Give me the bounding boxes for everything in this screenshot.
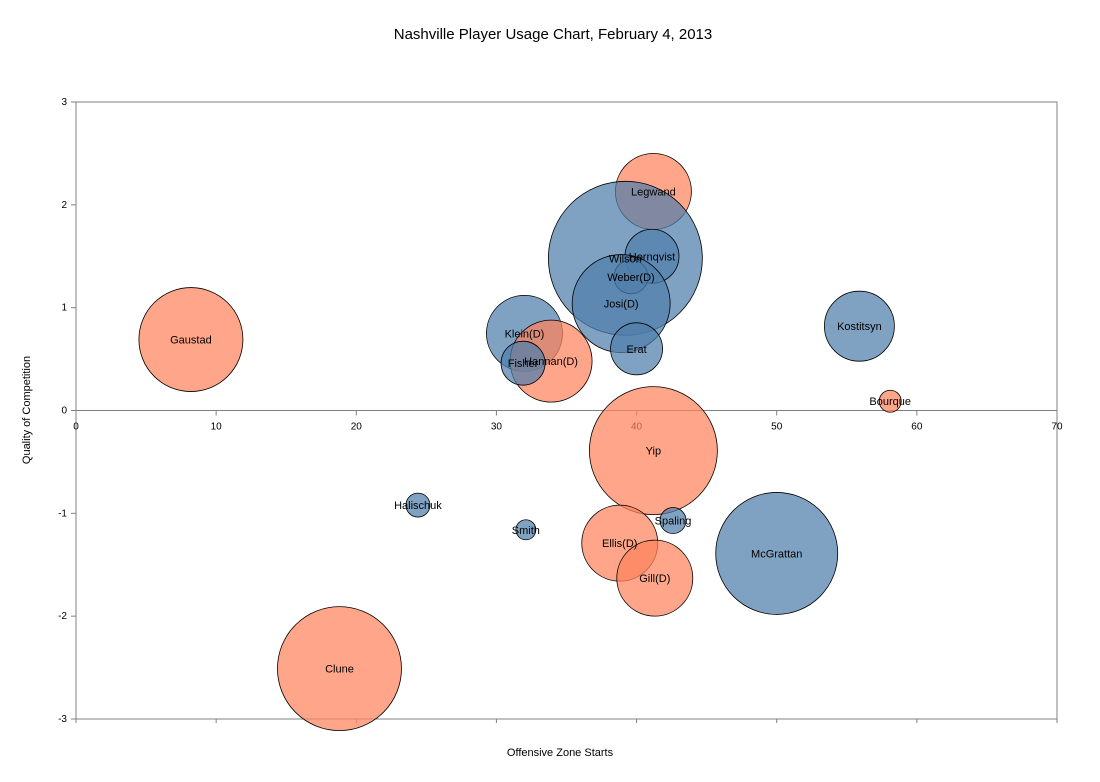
border-tick-marks <box>71 101 1058 723</box>
x-tick-label: 30 <box>491 422 503 433</box>
bubble-label-hannan-d: Hannan(D) <box>524 356 578 368</box>
bubble-label-smith: Smith <box>512 525 540 537</box>
x-tick-label: 70 <box>1051 422 1063 433</box>
bubble-smith <box>515 519 537 541</box>
bubble-erat <box>610 322 663 376</box>
bubble-label-legwand: Legwand <box>631 186 676 198</box>
bubble-label-fisher: Fisher <box>508 358 539 370</box>
y-tick-label: 3 <box>61 97 67 108</box>
y-axis-label: Quality of Competition <box>21 356 33 464</box>
bubble-label-josi-d: Josi(D) <box>604 299 639 311</box>
bubble-label-spaling: Spaling <box>655 516 692 528</box>
bubble-clune <box>277 606 402 732</box>
bubble-label-bourque: Bourque <box>869 396 911 408</box>
bubble-label-klein-d: Klein(D) <box>505 328 545 340</box>
y-tick-label: -1 <box>58 508 67 519</box>
bubble-fisher <box>500 340 546 386</box>
x-tick-label: 20 <box>351 422 363 433</box>
y-tick-label: -3 <box>58 714 67 725</box>
bubble-label-kostitsyn: Kostitsyn <box>837 321 882 333</box>
x-zero-axis <box>75 410 1058 416</box>
bubble-label-gaustad: Gaustad <box>170 335 212 347</box>
bubble-yip <box>588 386 718 516</box>
bubble-label-clune: Clune <box>325 664 354 676</box>
bubble-label-wilson: Wilson <box>609 253 642 265</box>
bubble-label-weber-d: Weber(D) <box>607 272 654 284</box>
bubble-kostitsyn <box>823 290 895 362</box>
x-tick-labels: 010203040506070 <box>73 422 1063 433</box>
y-tick-label: 2 <box>61 200 67 211</box>
bubble-gill-d <box>616 539 694 617</box>
y-tick-label: 1 <box>61 303 67 314</box>
bubble-halischuk <box>405 492 431 518</box>
y-tick-label: -2 <box>58 611 67 622</box>
bubble-label-mcgrattan: McGrattan <box>751 548 802 560</box>
bubble-label-ellis-d: Ellis(D) <box>602 538 637 550</box>
bubble-bourque <box>878 389 902 413</box>
x-tick-label: 0 <box>73 422 79 433</box>
bubble-mcgrattan <box>715 492 839 615</box>
y-tick-label: 0 <box>61 406 67 417</box>
x-axis-label: Offensive Zone Starts <box>507 747 614 759</box>
bubble-label-gill-d: Gill(D) <box>639 573 670 585</box>
chart-title: Nashville Player Usage Chart, February 4… <box>394 26 713 43</box>
bubble-label-yip: Yip <box>646 446 662 458</box>
bubble-label-halischuk: Halischuk <box>394 500 442 512</box>
y-tick-labels: -3 -2 -1 0 1 2 3 <box>58 97 67 725</box>
bubble-gaustad <box>138 287 244 392</box>
bubble-label-hornqvist: Hornqvist <box>629 251 675 263</box>
x-tick-label: 60 <box>911 422 923 433</box>
x-tick-label: 50 <box>771 422 783 433</box>
bubble-series <box>138 153 902 732</box>
bubble-spaling <box>659 507 687 534</box>
bubble-label-erat: Erat <box>626 344 646 356</box>
x-tick-label: 10 <box>211 422 223 433</box>
